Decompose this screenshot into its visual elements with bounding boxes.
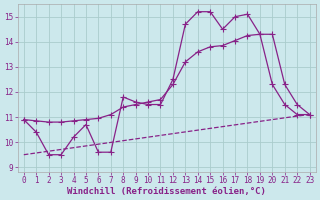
X-axis label: Windchill (Refroidissement éolien,°C): Windchill (Refroidissement éolien,°C): [67, 187, 266, 196]
